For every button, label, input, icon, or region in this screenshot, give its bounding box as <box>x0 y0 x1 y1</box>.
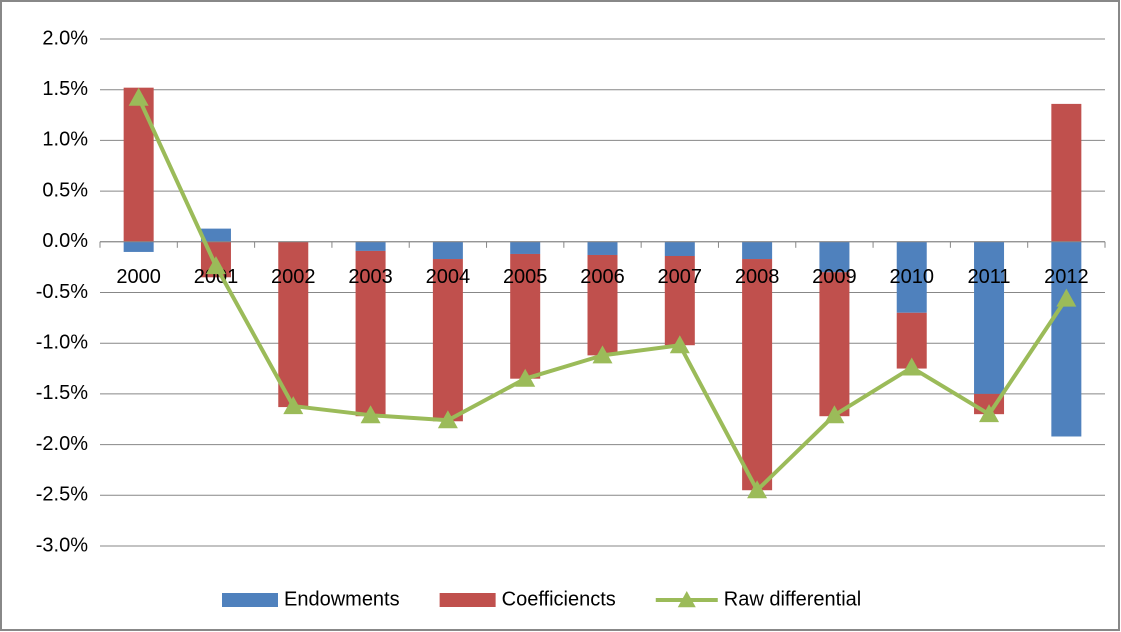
x-tick-label: 2012 <box>1044 266 1089 288</box>
x-tick-label: 2004 <box>426 266 471 288</box>
marker <box>824 405 845 424</box>
bar <box>1051 103 1082 242</box>
marker <box>128 87 149 106</box>
bar <box>510 253 541 379</box>
x-tick-label: 2000 <box>116 266 161 288</box>
x-tick-label: 2005 <box>503 266 548 288</box>
x-tick-label: 2006 <box>580 266 625 288</box>
y-tick-label: 1.5% <box>42 78 88 100</box>
x-tick-label: 2011 <box>968 266 1011 288</box>
legend-label: Endowments <box>284 588 400 610</box>
marker <box>901 357 922 376</box>
bar <box>664 255 695 346</box>
y-tick-label: -2.0% <box>36 433 88 455</box>
bar <box>510 241 541 254</box>
x-tick-label: 2010 <box>889 266 934 288</box>
bar <box>974 241 1005 394</box>
marker <box>360 405 381 424</box>
bar <box>587 241 618 255</box>
legend-swatch <box>222 593 278 607</box>
bar <box>123 87 154 242</box>
bar <box>819 241 850 273</box>
y-tick-label: 0.5% <box>42 179 88 201</box>
marker <box>979 404 1000 423</box>
bar <box>278 241 309 408</box>
bar <box>664 241 695 256</box>
x-tick-label: 2009 <box>812 266 857 288</box>
y-tick-label: -1.5% <box>36 382 88 404</box>
marker <box>669 335 690 354</box>
x-tick-label: 2008 <box>735 266 780 288</box>
bar <box>742 259 773 491</box>
marker <box>747 480 768 499</box>
bar <box>896 241 927 313</box>
y-tick-label: 0.0% <box>42 230 88 252</box>
y-tick-label: -3.0% <box>36 534 88 556</box>
bar <box>355 241 386 251</box>
legend-swatch <box>677 591 696 608</box>
bar <box>432 259 463 422</box>
marker <box>205 256 226 275</box>
marker <box>1056 288 1077 307</box>
x-tick-label: 2002 <box>271 266 316 288</box>
y-tick-label: -1.0% <box>36 331 88 353</box>
legend-swatch <box>439 593 496 607</box>
legend-label: Raw differential <box>724 588 861 610</box>
marker <box>437 410 458 429</box>
bar <box>1051 241 1082 437</box>
marker <box>515 368 536 387</box>
bar <box>200 228 231 242</box>
y-tick-label: 1.0% <box>42 129 88 151</box>
legend-label: Coefficiencts <box>502 588 616 610</box>
y-tick-label: 2.0% <box>42 27 88 49</box>
bar <box>742 241 773 260</box>
bar <box>355 250 386 417</box>
x-tick-label: 2007 <box>658 266 703 288</box>
marker <box>283 396 304 415</box>
bar <box>819 272 850 417</box>
bar <box>587 254 618 356</box>
marker <box>592 345 613 364</box>
bar <box>432 241 463 260</box>
x-tick-label: 2003 <box>348 266 393 288</box>
y-tick-label: -2.5% <box>36 484 88 506</box>
bar <box>123 241 154 252</box>
y-tick-label: -0.5% <box>36 281 88 303</box>
